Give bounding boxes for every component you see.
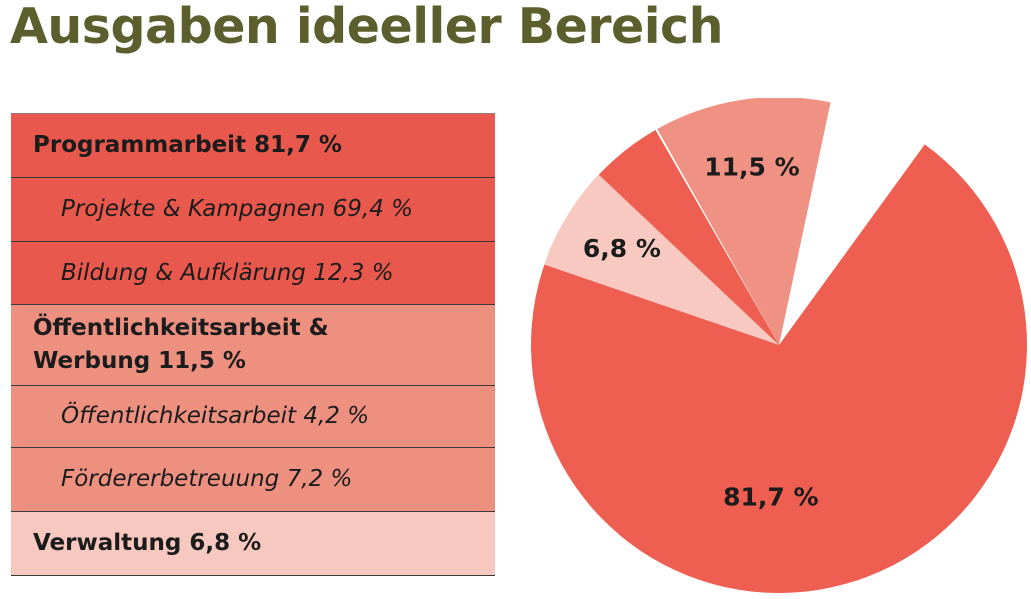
page-title: Ausgaben ideeller Bereich [10, 0, 723, 55]
pie-slice-label: 81,7 % [723, 483, 818, 512]
legend-row-oeffentlichkeitsarbeit-werbung: Öffentlichkeitsarbeit & Werbung 11,5 % [11, 305, 495, 386]
legend-row-bildung-aufklaerung: Bildung & Aufklärung 12,3 % [11, 242, 495, 305]
legend-label: Öffentlichkeitsarbeit 4,2 % [61, 403, 370, 429]
legend-row-oeffentlichkeitsarbeit: Öffentlichkeitsarbeit 4,2 % [11, 386, 495, 448]
legend-row-verwaltung: Verwaltung 6,8 % [11, 512, 495, 576]
legend-table: Programmarbeit 81,7 % Projekte & Kampagn… [11, 113, 495, 576]
legend-label: Öffentlichkeitsarbeit & Werbung 11,5 % [33, 315, 329, 374]
legend-label: Bildung & Aufklärung 12,3 % [61, 259, 394, 286]
pie-slice-verwaltung [544, 174, 779, 345]
pie-slice--ffentlichkeitsarbeit-werbung [657, 98, 831, 345]
pie-chart: 81,7 % 11,5 % 6,8 % [531, 98, 1027, 593]
legend-label: Projekte & Kampagnen 69,4 % [61, 196, 414, 222]
legend-row-projekte-kampagnen: Projekte & Kampagnen 69,4 % [11, 178, 495, 242]
legend-label: Verwaltung 6,8 % [33, 530, 262, 556]
legend-label: Programmarbeit 81,7 % [33, 132, 342, 158]
legend-row-programmarbeit: Programmarbeit 81,7 % [11, 114, 495, 178]
pie-slice-label: 11,5 % [704, 152, 799, 181]
legend-label: Fördererbetreuung 7,2 % [61, 466, 353, 492]
pie-slice-label: 6,8 % [583, 234, 661, 263]
legend-row-foerdererbetreuung: Fördererbetreuung 7,2 % [11, 448, 495, 512]
